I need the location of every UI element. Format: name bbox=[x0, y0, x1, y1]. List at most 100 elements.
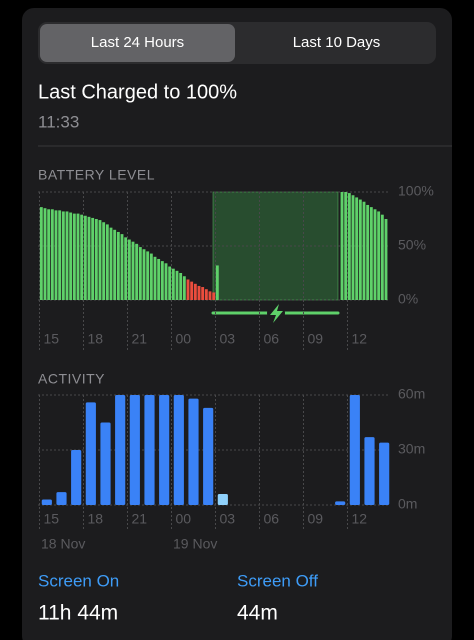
bar bbox=[116, 231, 120, 300]
bar bbox=[164, 263, 168, 300]
bar bbox=[203, 407, 214, 505]
x-tick-label: 21 bbox=[132, 331, 148, 347]
bar bbox=[135, 243, 139, 300]
bar bbox=[217, 494, 228, 505]
bar bbox=[188, 398, 199, 505]
bar bbox=[76, 213, 80, 300]
bar bbox=[87, 216, 91, 300]
bar bbox=[85, 402, 96, 505]
x-tick-label: 06 bbox=[264, 331, 280, 347]
card bbox=[22, 8, 452, 640]
date-label: 19 Nov bbox=[173, 536, 217, 552]
bar bbox=[212, 292, 216, 300]
bar bbox=[173, 395, 184, 505]
bar bbox=[138, 247, 142, 300]
x-tick-label: 06 bbox=[264, 511, 280, 527]
bar bbox=[102, 222, 106, 300]
bar bbox=[98, 220, 102, 300]
bar bbox=[347, 193, 351, 300]
bar bbox=[366, 204, 370, 300]
bar bbox=[186, 279, 190, 300]
x-tick-label: 15 bbox=[44, 331, 60, 347]
bar bbox=[113, 229, 117, 300]
bar bbox=[105, 224, 109, 300]
bar bbox=[69, 212, 73, 300]
x-tick-label: 15 bbox=[44, 511, 60, 527]
bar bbox=[65, 211, 69, 300]
bar bbox=[94, 219, 98, 300]
bar bbox=[380, 214, 384, 300]
date-label: 18 Nov bbox=[41, 536, 85, 552]
bar bbox=[355, 197, 359, 300]
x-tick-label: 00 bbox=[176, 511, 192, 527]
bar bbox=[153, 256, 157, 300]
bar bbox=[384, 219, 388, 300]
bar bbox=[215, 265, 219, 300]
bar bbox=[204, 289, 208, 300]
bar bbox=[160, 261, 164, 300]
bar bbox=[377, 211, 381, 300]
bar bbox=[39, 207, 43, 300]
bar bbox=[193, 283, 197, 300]
chart-title: BATTERY LEVEL bbox=[38, 167, 155, 183]
x-tick-label: 00 bbox=[176, 331, 192, 347]
bar bbox=[351, 195, 355, 300]
bar bbox=[115, 395, 126, 505]
bar bbox=[129, 395, 140, 505]
bar bbox=[71, 450, 82, 505]
x-tick-label: 03 bbox=[220, 511, 236, 527]
y-tick-label: 0m bbox=[398, 496, 417, 512]
x-tick-label: 18 bbox=[88, 511, 104, 527]
bar bbox=[349, 395, 360, 505]
bar bbox=[47, 209, 51, 300]
x-tick-label: 21 bbox=[132, 511, 148, 527]
segment-label: Last 24 Hours bbox=[91, 34, 184, 51]
bar bbox=[335, 501, 346, 505]
bar bbox=[41, 499, 52, 505]
bar bbox=[379, 442, 390, 505]
bar bbox=[127, 239, 131, 300]
bar bbox=[142, 249, 146, 300]
bar bbox=[146, 251, 150, 300]
chart-title: ACTIVITY bbox=[38, 371, 105, 387]
bar bbox=[43, 208, 47, 300]
x-tick-label: 12 bbox=[352, 511, 368, 527]
bar bbox=[157, 258, 161, 300]
bar bbox=[190, 281, 194, 300]
last-charged-time: 11:33 bbox=[38, 112, 79, 131]
bar bbox=[197, 285, 201, 300]
bar bbox=[58, 210, 62, 300]
bar bbox=[109, 227, 113, 300]
bar bbox=[80, 214, 84, 300]
bar bbox=[83, 215, 87, 300]
y-tick-label: 50% bbox=[398, 237, 426, 253]
bar bbox=[362, 201, 366, 300]
bar bbox=[54, 210, 58, 300]
x-tick-label: 12 bbox=[352, 331, 368, 347]
bar bbox=[100, 422, 111, 505]
bar bbox=[61, 211, 65, 300]
summary-label: Screen On bbox=[38, 571, 119, 590]
bar bbox=[91, 217, 95, 300]
bar bbox=[171, 268, 175, 300]
bar bbox=[208, 291, 212, 300]
bar bbox=[120, 234, 124, 300]
bar bbox=[168, 266, 172, 300]
bar bbox=[373, 209, 377, 300]
segment-selected[interactable] bbox=[40, 24, 235, 62]
x-tick-label: 18 bbox=[88, 331, 104, 347]
bar bbox=[175, 270, 179, 300]
y-tick-label: 0% bbox=[398, 291, 418, 307]
bar bbox=[182, 276, 186, 300]
bar bbox=[201, 287, 205, 300]
bar bbox=[159, 395, 170, 505]
summary-label: Screen Off bbox=[237, 571, 318, 590]
bar bbox=[364, 437, 375, 505]
bar bbox=[369, 207, 373, 300]
last-charged-title: Last Charged to 100% bbox=[38, 81, 237, 103]
y-tick-label: 60m bbox=[398, 386, 425, 402]
bar bbox=[56, 492, 67, 505]
segment-label: Last 10 Days bbox=[293, 34, 381, 51]
